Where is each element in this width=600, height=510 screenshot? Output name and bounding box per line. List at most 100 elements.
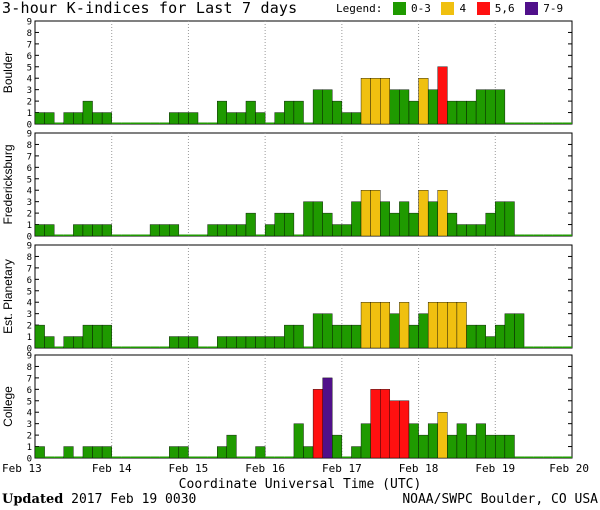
k-index-bar — [504, 434, 515, 459]
k-index-bar — [293, 100, 304, 125]
panel-label: College — [1, 386, 15, 427]
y-tick-label: 6 — [27, 276, 32, 286]
legend-text-quiet: 0-3 — [410, 2, 431, 15]
updated-label: Updated — [2, 492, 64, 507]
k-index-bar — [399, 201, 410, 237]
k-index-bar — [389, 400, 400, 459]
k-index-bar — [418, 190, 429, 237]
k-index-bar — [44, 456, 55, 458]
y-tick-label: 3 — [27, 310, 32, 320]
k-index-bar — [562, 346, 572, 348]
k-index-bar — [111, 234, 122, 236]
k-index-bar — [130, 122, 141, 124]
y-tick-label: 4 — [27, 409, 32, 419]
k-index-bar — [485, 212, 496, 237]
x-tick-label: Feb 20 — [549, 462, 589, 475]
y-tick-label: 9 — [27, 242, 32, 252]
k-index-bar — [255, 112, 266, 125]
legend-swatch-quiet — [392, 2, 406, 15]
k-index-bar — [562, 456, 572, 458]
k-index-bar — [188, 336, 199, 349]
k-index-bar — [341, 324, 352, 349]
x-tick-label: Feb 19 — [475, 462, 515, 475]
k-index-bar — [389, 313, 400, 349]
k-index-bar — [552, 234, 563, 236]
k-index-bar — [178, 112, 189, 125]
k-index-bar — [466, 100, 477, 125]
panel-label: Fredericksburg — [1, 144, 15, 224]
y-tick-label: 1 — [27, 333, 32, 343]
k-index-bar — [92, 224, 103, 237]
updated-line: Updated 2017 Feb 19 0030 — [2, 492, 196, 507]
k-index-bar — [255, 234, 266, 236]
k-index-bar — [533, 456, 544, 458]
k-index-bar — [216, 446, 227, 459]
k-index-bar — [101, 324, 112, 349]
legend-item-quiet: 0-3 — [392, 2, 431, 15]
y-tick-label: 0 — [27, 455, 32, 465]
legend-swatch-storm — [476, 2, 490, 15]
k-index-bar — [475, 423, 486, 459]
k-index-bar — [284, 212, 295, 237]
k-index-bar — [121, 456, 131, 458]
y-tick-label: 6 — [27, 52, 32, 62]
k-index-bar — [341, 112, 352, 125]
k-index-bar — [34, 446, 45, 459]
k-index-bar — [418, 78, 429, 125]
k-index-bar — [140, 234, 151, 236]
x-tick-label: Feb 16 — [245, 462, 285, 475]
y-tick-label: 0 — [27, 233, 32, 243]
k-index-bar — [207, 456, 218, 458]
k-index-bar — [466, 324, 477, 349]
k-index-bar — [322, 313, 333, 349]
k-index-bar — [456, 100, 467, 125]
k-index-bar — [524, 234, 534, 236]
k-index-bar — [207, 224, 218, 237]
y-tick-label: 9 — [27, 352, 32, 362]
k-index-bar — [207, 346, 218, 348]
k-index-bar — [466, 224, 477, 237]
k-index-bar — [265, 456, 275, 458]
k-index-bar — [456, 224, 467, 237]
k-index-bar — [466, 434, 477, 459]
legend-item-active: 4 — [441, 2, 466, 15]
k-index-bar — [188, 456, 199, 458]
k-index-bar — [427, 302, 438, 349]
k-index-bar — [188, 112, 199, 125]
k-index-bar — [226, 112, 237, 125]
k-index-bar — [274, 456, 285, 458]
k-index-bar — [524, 456, 534, 458]
k-index-bar — [82, 324, 93, 349]
y-tick-label: 5 — [27, 397, 32, 407]
k-index-bar — [504, 122, 515, 124]
k-index-bar — [303, 346, 314, 348]
y-tick-label: 7 — [27, 264, 32, 274]
k-index-bar — [303, 201, 314, 237]
k-index-bar — [514, 456, 525, 458]
k-index-bar — [351, 201, 362, 237]
k-index-bar — [140, 346, 151, 348]
k-index-bar — [245, 336, 256, 349]
y-tick-label: 0 — [27, 345, 32, 355]
k-index-bar — [533, 346, 544, 348]
k-index-bar — [169, 336, 180, 349]
k-index-bar — [150, 346, 160, 348]
k-index-bar — [82, 224, 93, 237]
x-tick-label: Feb 15 — [169, 462, 209, 475]
k-index-bar — [73, 112, 84, 125]
k-index-bar — [380, 78, 391, 125]
k-index-bar — [543, 456, 553, 458]
k-index-bar — [178, 336, 189, 349]
k-index-bar — [514, 313, 525, 349]
k-index-bar — [437, 302, 448, 349]
k-index-bar — [255, 446, 266, 459]
k-index-bar — [312, 201, 323, 237]
y-tick-label: 4 — [27, 299, 32, 309]
y-tick-label: 0 — [27, 121, 32, 131]
k-index-bar — [34, 112, 45, 125]
k-index-bar — [216, 224, 227, 237]
k-index-bar — [226, 434, 237, 459]
k-index-bar — [360, 302, 371, 349]
k-index-bar — [82, 100, 93, 125]
k-index-bar — [370, 78, 381, 125]
